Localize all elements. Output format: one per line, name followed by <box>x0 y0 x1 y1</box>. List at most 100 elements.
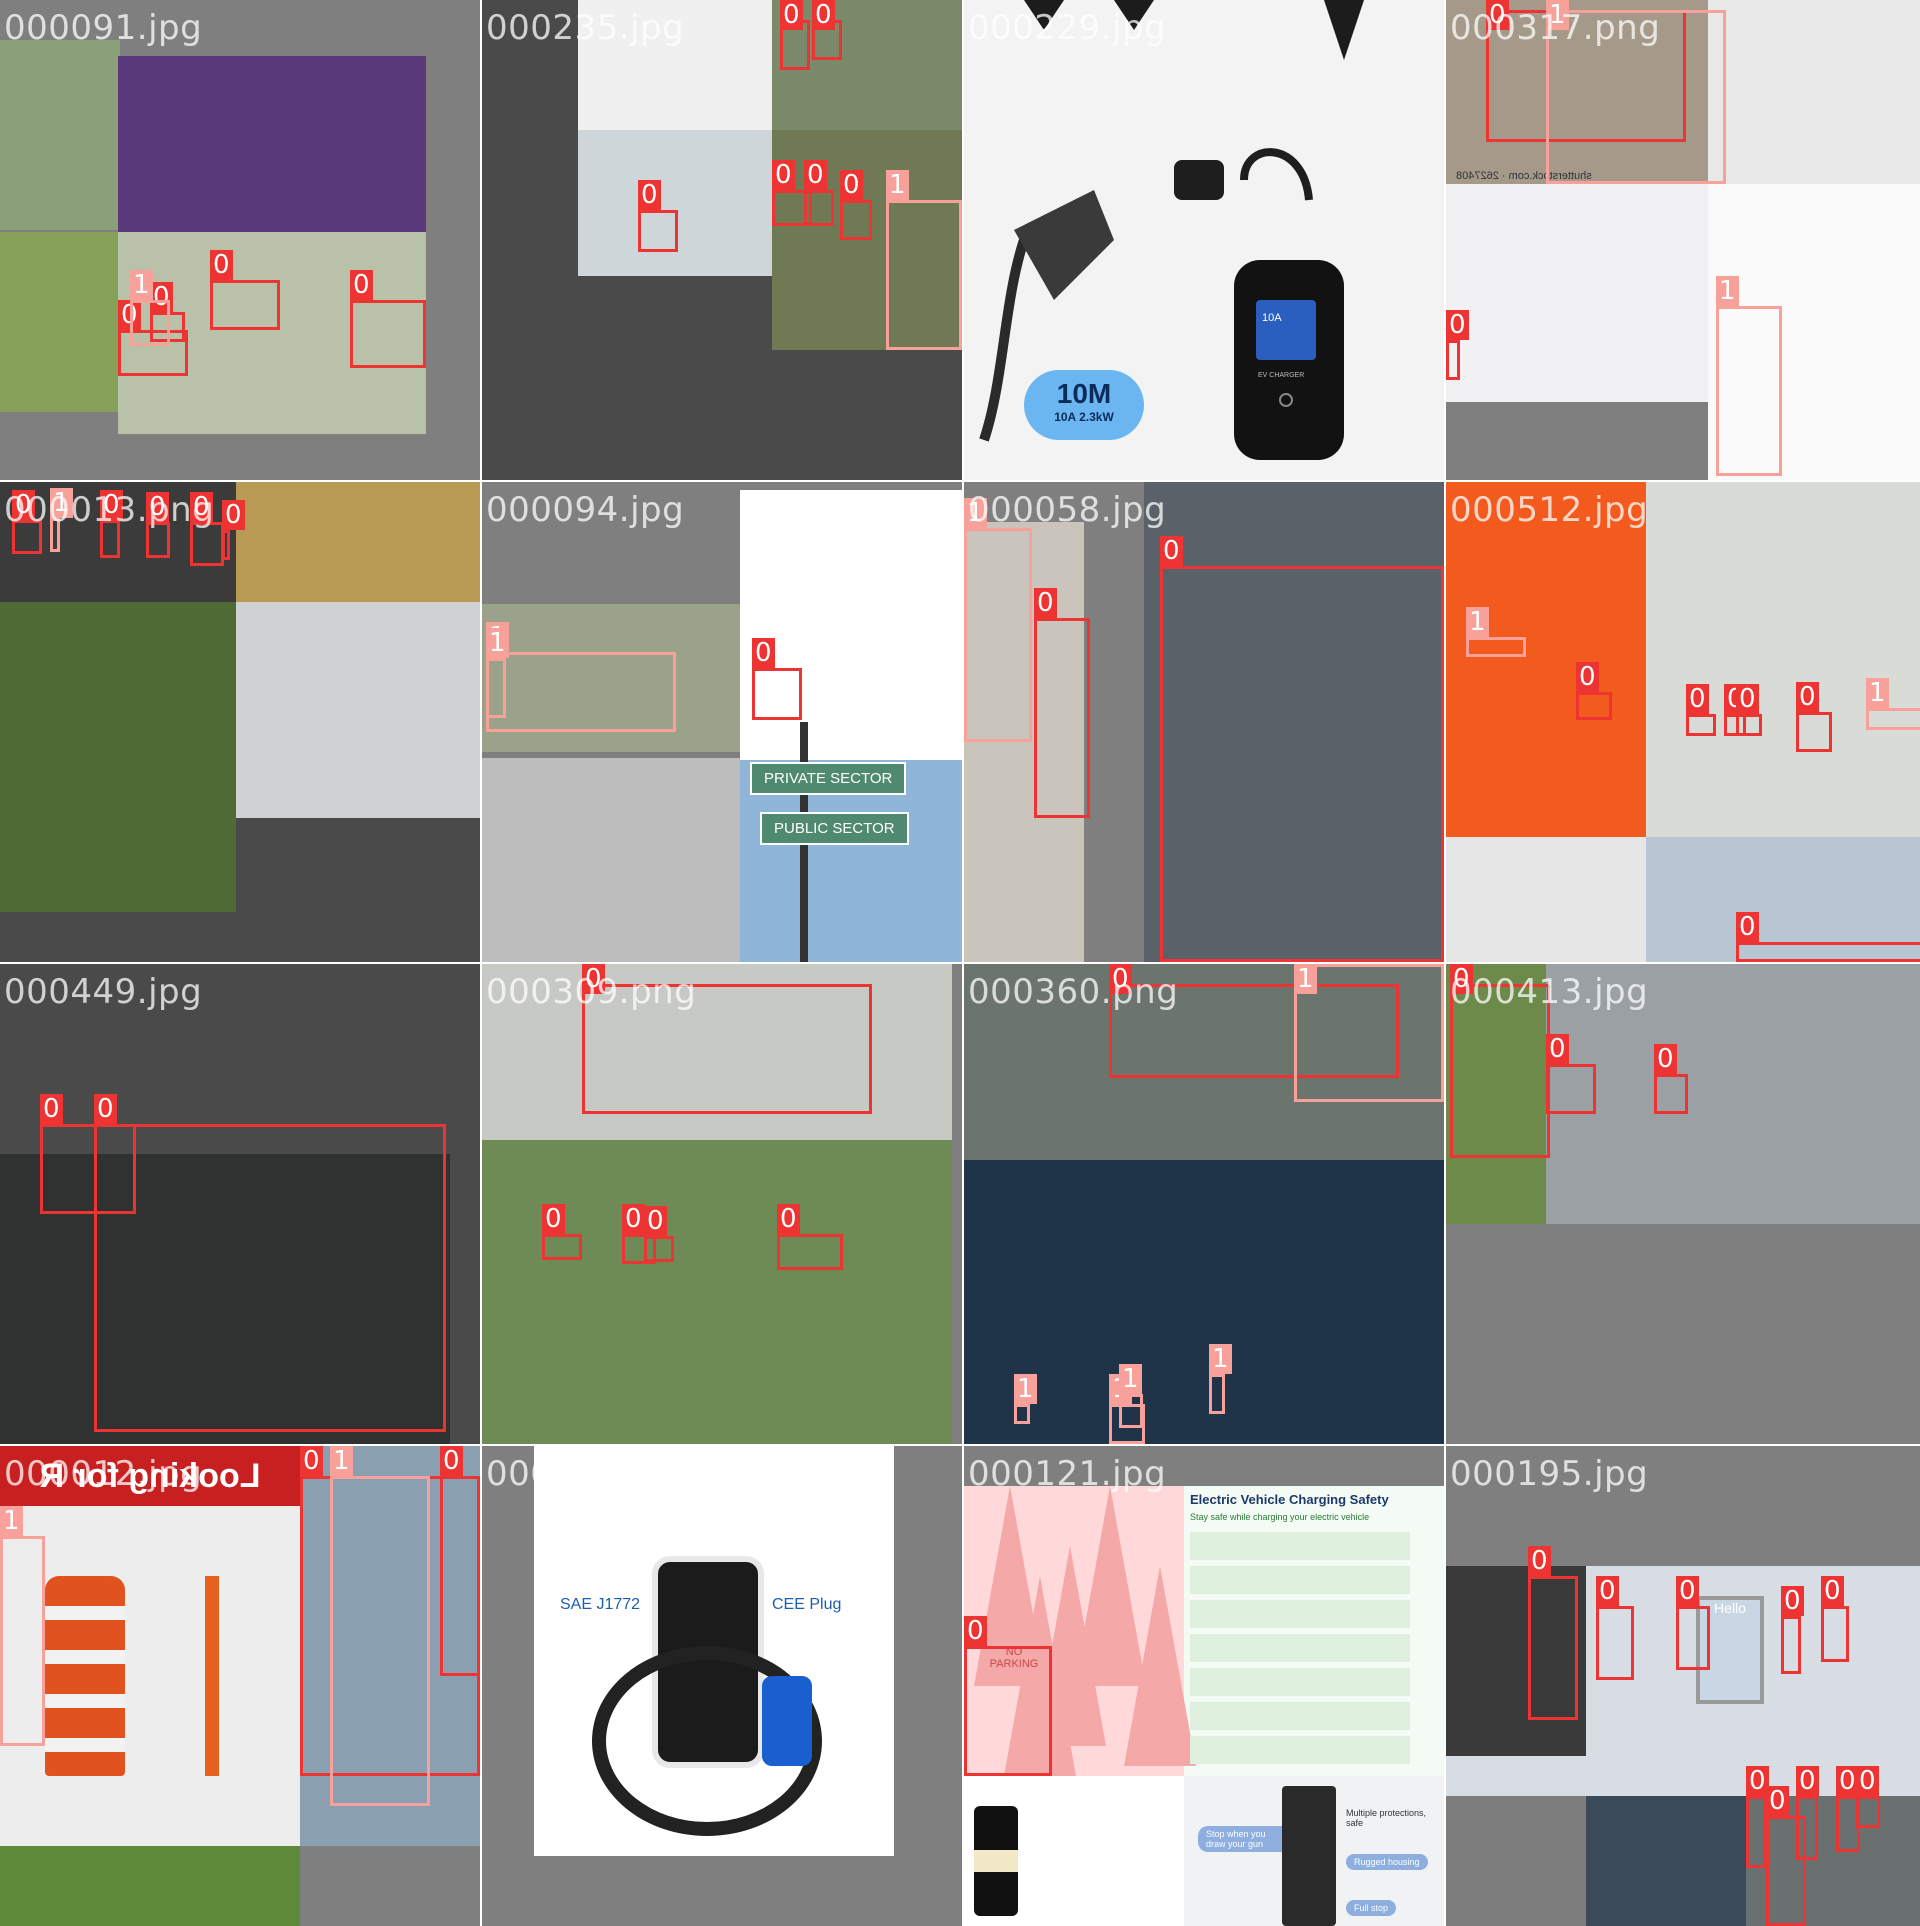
photo-crop <box>1446 482 1646 837</box>
infographic-row <box>1190 1600 1410 1628</box>
infographic-row <box>1190 1736 1410 1764</box>
photo-crop <box>118 56 426 232</box>
class-label: 1 <box>886 170 909 200</box>
detection-box <box>964 1646 1052 1776</box>
tile-filename: 000012.jpg <box>4 1454 203 1494</box>
class-label: 0 <box>1160 536 1183 566</box>
tile-filename: 000413.jpg <box>1450 972 1649 1012</box>
class-label: 0 <box>1528 1546 1551 1576</box>
detection-box <box>118 330 188 376</box>
class-label: 1 <box>964 498 987 528</box>
tile-filename: 000094.jpg <box>486 490 685 530</box>
class-label: 0 <box>1686 684 1709 714</box>
photo-crop <box>578 130 778 276</box>
detection-box <box>1209 1374 1225 1414</box>
photo-crop <box>772 130 962 350</box>
label-cee-plug: CEE Plug <box>772 1596 842 1613</box>
label-sae-j1772: SAE J1772 <box>560 1596 641 1613</box>
tile-filename: 000121.jpg <box>968 1454 1167 1494</box>
class-label: 0 <box>1836 1766 1859 1796</box>
class-label: 0 <box>210 250 233 280</box>
bollard <box>974 1806 1018 1916</box>
class-label: 0 <box>644 1206 667 1236</box>
mosaic-tile: 0 0 1 0 0 000091.jpg <box>0 0 480 480</box>
class-label: 1 <box>0 1506 23 1536</box>
mosaic-tile: 0 0 0 000413.jpg <box>1446 964 1920 1444</box>
detection-box <box>1654 1074 1688 1114</box>
class-label: 0 <box>1821 1576 1844 1606</box>
detection-box <box>1736 942 1920 962</box>
detection-box <box>222 530 230 560</box>
detection-box <box>1546 10 1726 184</box>
detection-box <box>486 652 676 732</box>
detection-box <box>804 190 834 226</box>
mosaic-tile: NO PARKING Electric Vehicle Charging Safe… <box>964 1446 1444 1926</box>
photo-crop <box>1646 482 1920 837</box>
detection-box <box>486 658 506 718</box>
class-label: 0 <box>1736 912 1759 942</box>
tile-filename: 000195.jpg <box>1450 1454 1649 1494</box>
detection-box <box>1576 692 1612 720</box>
class-label: 0 <box>1746 1766 1769 1796</box>
mosaic-tile: 0 1 0 0 0 0 000013.png <box>0 482 480 962</box>
photo-crop <box>236 602 480 818</box>
detection-box <box>130 300 170 346</box>
class-label: 0 <box>150 282 173 312</box>
class-label: 0 <box>40 1094 63 1124</box>
mosaic-tile: 10M 10A 2.3kW 10A EV CHARGER 000229.jpg <box>964 0 1444 480</box>
photo-crop <box>964 964 1444 1160</box>
infographic-row <box>1190 1634 1410 1662</box>
class-label: 0 <box>840 170 863 200</box>
tile-filename: 000058.jpg <box>968 490 1167 530</box>
class-label: 0 <box>1766 1786 1789 1816</box>
class-label: 0 <box>1596 1576 1619 1606</box>
photo-crop <box>1708 0 1920 184</box>
mosaic-tile: SAE J1772 CEE Plug 000498.jpg <box>482 1446 962 1926</box>
detection-box <box>1676 1606 1710 1670</box>
sign-public-sector: PUBLIC SECTOR <box>760 812 909 845</box>
class-label: 0 <box>772 160 795 190</box>
detection-box <box>1716 306 1782 476</box>
class-label: 1 <box>1466 607 1489 637</box>
class-label: 1 <box>1014 1374 1037 1404</box>
detection-box <box>1766 1816 1806 1926</box>
class-label: 0 <box>1446 310 1469 340</box>
tile-filename: 000360.png <box>968 972 1179 1012</box>
class-label: 0 <box>1736 684 1759 714</box>
tile-filename: 000229.jpg <box>968 8 1167 48</box>
class-label: 0 <box>1109 964 1132 994</box>
photo-crop <box>1446 837 1646 962</box>
sign-private-sector: PRIVATE SECTOR <box>750 762 907 795</box>
photo-crop <box>740 490 962 780</box>
class-label: 0 <box>1034 588 1057 618</box>
detection-box <box>350 300 426 368</box>
detection-box <box>752 668 802 720</box>
detection-box <box>1596 1606 1634 1680</box>
infographic-row <box>1190 1566 1410 1594</box>
cone-label: NO PARKING <box>989 1646 1039 1670</box>
class-label: 0 <box>622 1204 645 1234</box>
class-label: 1 <box>130 270 153 300</box>
infographic-subtitle: Stay safe while charging your electric v… <box>1190 1512 1370 1522</box>
class-label: 0 <box>804 160 827 190</box>
mosaic-tile: 0 0 000449.jpg <box>0 964 480 1444</box>
detection-box <box>40 1124 136 1214</box>
detection-box <box>1866 708 1920 730</box>
tile-filename: 000317.png <box>1450 8 1661 48</box>
tile-filename: 000512.jpg <box>1450 490 1649 530</box>
photo-crop <box>0 1846 300 1926</box>
class-label: 1 <box>1119 1364 1142 1394</box>
class-label: 0 <box>440 1446 463 1476</box>
mosaic-tile: 0 0 0 0 0 000309.png <box>482 964 962 1444</box>
detection-box <box>1796 712 1832 752</box>
class-label: 1 <box>1209 1344 1232 1374</box>
class-label: 1 <box>1866 678 1889 708</box>
class-label: 0 <box>222 500 245 530</box>
detection-box <box>1528 1576 1578 1720</box>
class-label: 0 <box>777 1204 800 1234</box>
detection-box <box>1109 1404 1145 1444</box>
class-label: 1 <box>1716 276 1739 306</box>
detection-box <box>1466 637 1526 657</box>
class-label: 0 <box>190 492 213 522</box>
